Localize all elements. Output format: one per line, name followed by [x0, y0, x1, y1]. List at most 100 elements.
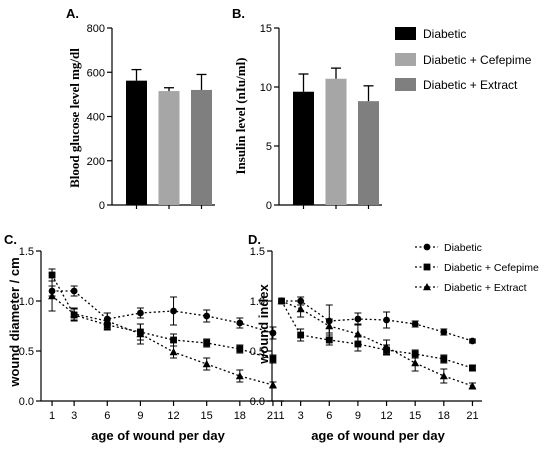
panel-d-point	[440, 328, 448, 336]
panel-d-x-tick-label: 3	[298, 410, 304, 422]
panel-c-point	[236, 319, 244, 327]
panel-d-y-tick-label: 1.5	[250, 246, 265, 258]
panel-c-y-tick-label: 0.5	[19, 346, 34, 358]
panel-a-y-tick-label: 0	[99, 200, 105, 212]
panel-a-y-tick-label: 800	[87, 23, 105, 35]
panel-d-point	[354, 315, 362, 323]
panel-c-point	[202, 360, 211, 368]
panel-c-point	[269, 355, 277, 363]
panel-d-point	[411, 320, 419, 328]
panel-c-x-tick-label: 1	[49, 410, 55, 422]
panel-d-point	[353, 330, 362, 338]
panel-c-point	[136, 330, 145, 338]
panel-d-y-tick-label: 0.5	[250, 346, 265, 358]
panel-c-ylabel: wound diameter / cm	[7, 257, 22, 387]
panel-c-y-tick-label: 0.0	[19, 396, 34, 408]
panel-c-point	[269, 329, 277, 337]
panel-b-y-tick-label: 15	[260, 23, 272, 35]
panel-c-y-tick-label: 1.0	[19, 296, 34, 308]
line-legend-marker	[423, 243, 431, 251]
panel-c-y-tick-label: 1.5	[19, 246, 34, 258]
panel-a-bar	[158, 91, 180, 205]
panel-d-x-tick-label: 21	[466, 410, 478, 422]
panel-c-point	[170, 307, 177, 315]
panel-b-bar	[358, 101, 379, 205]
panel-c-x-tick-label: 9	[137, 410, 143, 422]
panel-c-point	[170, 336, 177, 344]
panel-c-x-tick-label: 15	[201, 410, 213, 422]
panel-c-point	[236, 345, 244, 353]
line-legend-marker	[423, 283, 431, 291]
panel-c-point	[70, 287, 78, 295]
panel-c-point	[103, 317, 112, 325]
panel-c-point	[137, 309, 144, 317]
panel-d-point	[382, 343, 391, 351]
panel-c-point	[169, 348, 178, 356]
panel-d-point	[325, 336, 333, 344]
panel-b-y-tick-label: 0	[266, 200, 272, 212]
panel-d-point	[383, 316, 390, 324]
panel-c-point	[203, 312, 211, 320]
panel-b-ylabel: Insulin level (nIu/ml)	[233, 57, 248, 174]
panel-b-y-tick-label: 10	[260, 82, 272, 94]
panel-d-ylabel: wound index	[256, 284, 271, 365]
panel-c-point	[48, 292, 57, 300]
panel-c-series-line	[52, 290, 274, 334]
panel-c-x-tick-label: 21	[267, 410, 279, 422]
panel-c-series-line	[51, 274, 274, 360]
bar-legend-label: Diabetic + Extract	[423, 78, 518, 92]
panel-d-x-tick-label: 15	[409, 410, 421, 422]
panel-c-point	[70, 310, 79, 318]
panel-c-label: C.	[4, 232, 17, 247]
panel-b-label: B.	[232, 6, 245, 21]
panel-a-bar	[126, 80, 147, 205]
panel-d-x-tick-label: 18	[438, 410, 450, 422]
panel-a-y-tick-label: 600	[87, 67, 105, 79]
panel-d-point	[469, 364, 476, 372]
panel-d-point	[277, 297, 286, 305]
panel-c-x-tick-label: 18	[234, 410, 246, 422]
panel-d-x-tick-label: 12	[380, 410, 392, 422]
panel-d-point	[411, 359, 420, 367]
panel-c-xlabel: age of wound per day	[91, 428, 225, 443]
panel-d-x-tick-label: 6	[326, 410, 332, 422]
panel-d-x-tick-label: 9	[355, 410, 361, 422]
panel-d-x-tick-label: 1	[278, 410, 284, 422]
panel-d-point	[325, 322, 334, 330]
line-legend-label: Diabetic + Extract	[444, 282, 527, 294]
line-legend-label: Diabetic	[444, 242, 482, 254]
panel-b-y-tick-label: 5	[266, 141, 272, 153]
panel-d-xlabel: age of wound per day	[311, 428, 445, 443]
panel-d-point	[411, 350, 419, 358]
bar-legend-swatch	[395, 53, 416, 66]
bar-legend-label: Diabetic + Cefepime	[423, 53, 532, 67]
panel-d-point	[296, 305, 305, 313]
panel-c-point	[203, 339, 211, 347]
panel-d-series-line	[281, 300, 473, 387]
panel-c-x-tick-label: 12	[167, 410, 179, 422]
panel-a-ylabel: Blood glucose level mg/dl	[67, 48, 82, 188]
panel-d-point	[469, 337, 476, 345]
panel-d-point	[439, 372, 448, 380]
panel-c-point	[268, 381, 277, 389]
panel-a-y-tick-label: 200	[87, 156, 105, 168]
panel-b-bar	[293, 91, 314, 205]
line-legend-label: Diabetic + Cefepime	[444, 262, 539, 274]
bar-legend-swatch	[395, 27, 416, 40]
panel-d-point	[468, 382, 477, 390]
panel-d-y-tick-label: 1.0	[250, 296, 265, 308]
panel-d-point	[440, 355, 448, 363]
panel-b-bar	[325, 78, 347, 205]
panel-a-label: A.	[66, 6, 79, 21]
line-legend-marker	[423, 263, 431, 271]
panel-d-y-tick-label: 0.0	[250, 396, 265, 408]
bar-legend-swatch	[395, 78, 416, 91]
panel-c-x-tick-label: 6	[104, 410, 110, 422]
panel-c-x-tick-label: 3	[71, 410, 77, 422]
panel-d-point	[297, 331, 305, 339]
panel-a-bar	[191, 89, 212, 205]
panel-c-point	[48, 271, 56, 279]
panel-c-point	[235, 372, 244, 380]
panel-d-label: D.	[248, 232, 261, 247]
